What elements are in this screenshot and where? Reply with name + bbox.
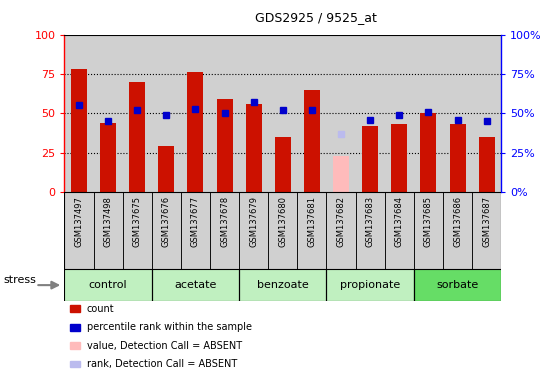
Text: benzoate: benzoate bbox=[257, 280, 309, 290]
Text: GSM137681: GSM137681 bbox=[307, 196, 316, 247]
Text: GSM137682: GSM137682 bbox=[337, 196, 346, 247]
Bar bbox=[268, 192, 297, 269]
Bar bbox=[333, 156, 349, 192]
Bar bbox=[158, 146, 174, 192]
Text: GSM137680: GSM137680 bbox=[278, 196, 287, 247]
Bar bbox=[275, 137, 291, 192]
Bar bbox=[210, 35, 239, 192]
Text: acetate: acetate bbox=[174, 280, 217, 290]
Bar bbox=[210, 192, 239, 269]
Text: value, Detection Call = ABSENT: value, Detection Call = ABSENT bbox=[87, 341, 242, 351]
Text: GSM137676: GSM137676 bbox=[162, 196, 171, 247]
Bar bbox=[414, 192, 443, 269]
Bar bbox=[385, 35, 414, 192]
Bar bbox=[443, 192, 472, 269]
Text: GSM137683: GSM137683 bbox=[366, 196, 375, 247]
Text: GSM137679: GSM137679 bbox=[249, 196, 258, 247]
Bar bbox=[414, 269, 501, 301]
Bar bbox=[268, 35, 297, 192]
Bar bbox=[239, 269, 326, 301]
Text: control: control bbox=[89, 280, 127, 290]
Text: rank, Detection Call = ABSENT: rank, Detection Call = ABSENT bbox=[87, 359, 237, 369]
Bar bbox=[64, 192, 94, 269]
Text: GSM137684: GSM137684 bbox=[395, 196, 404, 247]
Bar bbox=[326, 269, 414, 301]
Text: stress: stress bbox=[3, 275, 36, 285]
Bar bbox=[94, 35, 123, 192]
Bar bbox=[450, 124, 465, 192]
Bar bbox=[472, 35, 501, 192]
Bar bbox=[181, 192, 210, 269]
Bar bbox=[443, 35, 472, 192]
Text: GSM137687: GSM137687 bbox=[482, 196, 491, 247]
Bar bbox=[217, 99, 232, 192]
Text: count: count bbox=[87, 304, 114, 314]
Bar bbox=[123, 192, 152, 269]
Bar bbox=[129, 82, 145, 192]
Text: GSM137678: GSM137678 bbox=[220, 196, 229, 247]
Bar bbox=[64, 35, 94, 192]
Bar bbox=[239, 35, 268, 192]
Text: GSM137685: GSM137685 bbox=[424, 196, 433, 247]
Bar bbox=[246, 104, 262, 192]
Bar bbox=[356, 35, 385, 192]
Bar bbox=[479, 137, 494, 192]
Bar bbox=[304, 90, 320, 192]
Bar bbox=[64, 269, 152, 301]
Text: GSM137677: GSM137677 bbox=[191, 196, 200, 247]
Bar bbox=[362, 126, 378, 192]
Bar bbox=[414, 35, 443, 192]
Bar bbox=[297, 192, 326, 269]
Bar bbox=[71, 69, 87, 192]
Text: GDS2925 / 9525_at: GDS2925 / 9525_at bbox=[255, 12, 377, 25]
Bar bbox=[100, 123, 116, 192]
Bar bbox=[472, 192, 501, 269]
Bar bbox=[152, 35, 181, 192]
Bar bbox=[385, 192, 414, 269]
Bar bbox=[94, 192, 123, 269]
Bar bbox=[239, 192, 268, 269]
Text: GSM137497: GSM137497 bbox=[74, 196, 83, 247]
Bar bbox=[152, 192, 181, 269]
Bar bbox=[391, 124, 407, 192]
Text: sorbate: sorbate bbox=[436, 280, 479, 290]
Bar bbox=[123, 35, 152, 192]
Text: GSM137675: GSM137675 bbox=[133, 196, 142, 247]
Bar bbox=[421, 113, 436, 192]
Text: percentile rank within the sample: percentile rank within the sample bbox=[87, 322, 252, 332]
Text: GSM137686: GSM137686 bbox=[453, 196, 462, 247]
Bar bbox=[181, 35, 210, 192]
Bar bbox=[297, 35, 326, 192]
Bar bbox=[326, 192, 356, 269]
Text: propionate: propionate bbox=[340, 280, 400, 290]
Bar bbox=[152, 269, 239, 301]
Bar bbox=[356, 192, 385, 269]
Bar bbox=[188, 72, 203, 192]
Bar bbox=[326, 35, 356, 192]
Text: GSM137498: GSM137498 bbox=[104, 196, 113, 247]
